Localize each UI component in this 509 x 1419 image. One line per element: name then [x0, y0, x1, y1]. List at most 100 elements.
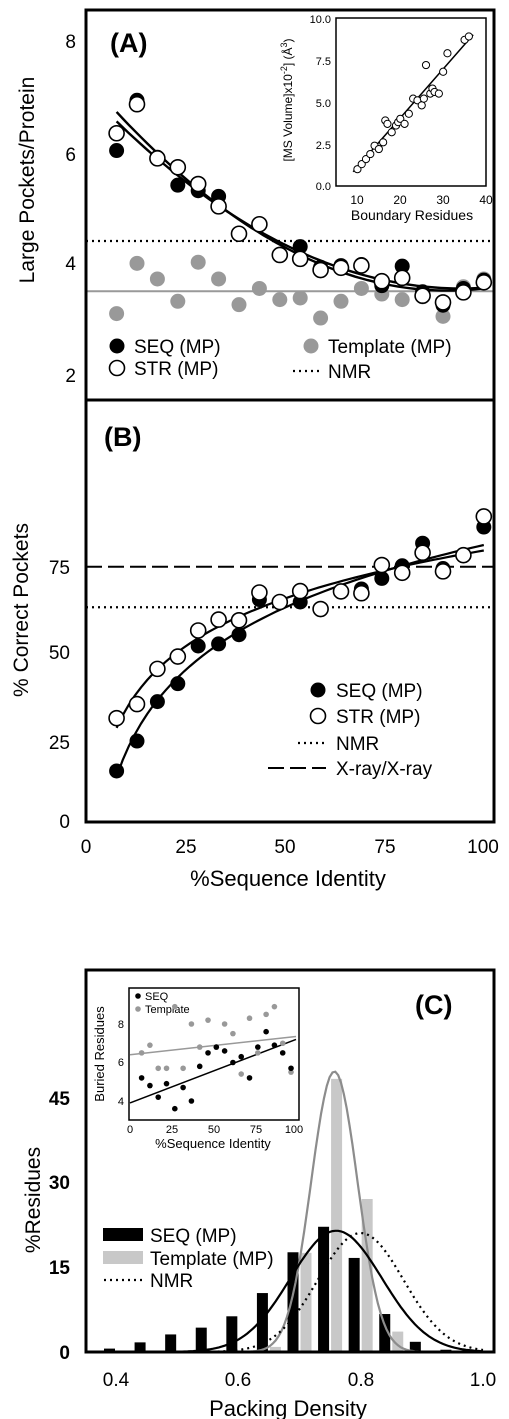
inset-c-seq-point: [196, 1063, 203, 1070]
panel-b-ytick-50: 50: [49, 643, 70, 664]
str-point: [210, 198, 227, 215]
inset-c-seq-point: [221, 1048, 228, 1054]
inset-c-template-point: [172, 1003, 178, 1010]
legend-b-seq-label: SEQ (MP): [336, 681, 423, 702]
inset-c-template-point: [147, 1042, 153, 1048]
inset-c-seq-point: [188, 1098, 195, 1104]
inset-c-ytick-4: 4: [118, 1096, 124, 1108]
panel-c-ytick-0: 0: [59, 1343, 70, 1364]
seq-point: [170, 676, 186, 692]
str-point: [475, 274, 493, 291]
seq-bar: [226, 1316, 238, 1352]
inset-c-xlabel: %Sequence Identity: [155, 1136, 271, 1151]
template-point: [292, 290, 308, 306]
panel-c-xtick-0.6: 0.6: [225, 1370, 251, 1391]
str-point: [353, 584, 370, 602]
inset-c-template-point: [271, 1003, 278, 1010]
inset-a-point: [443, 49, 452, 58]
inset-a-xtick-10: 10: [350, 193, 364, 207]
panel-a-ytick-6: 6: [65, 145, 76, 166]
inset-a-ytick-7.5: 7.5: [316, 56, 331, 68]
panel-b-ylabel: % Correct Pockets: [10, 523, 33, 697]
panel-c-ytick-15: 15: [49, 1258, 71, 1279]
inset-a-xtick-20: 20: [393, 193, 407, 207]
str-point: [271, 246, 289, 264]
seq-bar: [318, 1226, 330, 1352]
inset-c-template-point: [288, 1069, 294, 1075]
template-point: [190, 254, 206, 270]
panel-b: (B) % Correct Pockets 0 25 50 75 0 25 50…: [10, 398, 499, 891]
inset-c-template-point: [238, 1071, 245, 1077]
legend-b-str-marker: [309, 707, 327, 725]
str-point: [353, 257, 370, 274]
panel-a-ytick-4: 4: [65, 254, 76, 275]
inset-c-seq-fit-line: [129, 1038, 297, 1104]
str-point: [169, 648, 187, 665]
panel-c-label: (C): [415, 990, 452, 1020]
panel-c-inset: Buried Residues 8 6 4 0 25 50 75 100 %Se…: [92, 987, 303, 1151]
template-point: [333, 293, 349, 309]
inset-a-xtick-30: 30: [436, 193, 450, 207]
str-point: [475, 508, 493, 525]
inset-c-seq-point: [213, 1044, 220, 1050]
legend-c-nmr-label: NMR: [150, 1271, 193, 1292]
str-fit-curve: [115, 549, 484, 729]
str-point: [210, 611, 227, 628]
inset-c-seq-point: [263, 1028, 269, 1035]
panel-b-label: (B): [104, 422, 141, 452]
inset-c-legend-seq-marker: [135, 993, 141, 999]
panel-b-markers: [108, 508, 493, 779]
panel-c-xtick-0.8: 0.8: [348, 1370, 374, 1391]
panel-c-ytick-45: 45: [49, 1089, 71, 1110]
panel-a-ylabel: Large Pockets/Protein: [16, 77, 39, 284]
str-point: [149, 660, 166, 678]
template-point: [394, 292, 410, 308]
legend-seq-label: SEQ (MP): [134, 337, 221, 358]
legend-c-seq-swatch: [103, 1228, 143, 1241]
template-bar: [361, 1199, 373, 1352]
inset-c-ytick-6: 6: [118, 1057, 124, 1069]
str-point: [189, 175, 207, 193]
str-point: [149, 150, 166, 167]
str-point: [108, 124, 125, 142]
seq-point: [109, 763, 125, 779]
panel-c-frame: [84, 968, 496, 1354]
str-point: [414, 287, 431, 305]
inset-c-ylabel: Buried Residues: [92, 1006, 107, 1102]
template-point: [435, 308, 451, 324]
inset-c-seq-point: [271, 1042, 278, 1048]
panel-a-ytick-2: 2: [65, 366, 76, 387]
legend-str-marker: [108, 359, 126, 377]
panel-b-ytick-0: 0: [59, 812, 70, 833]
str-point: [414, 544, 431, 562]
seq-point: [170, 177, 186, 193]
legend-b-str-label: STR (MP): [336, 707, 420, 728]
panel-b-frame: [84, 398, 496, 824]
seq-bar: [287, 1252, 299, 1352]
nmr-fit-curve: [85, 1231, 484, 1354]
inset-a-point: [374, 144, 383, 154]
panel-c-ytick-30: 30: [49, 1173, 70, 1194]
panel-b-xlabel: %Sequence Identity: [190, 866, 386, 891]
inset-a-point: [379, 138, 388, 147]
panel-b-xtick-75: 75: [374, 837, 395, 858]
inset-c-ytick-8: 8: [118, 1019, 124, 1031]
inset-c-seq-point: [238, 1053, 245, 1060]
template-point: [272, 292, 288, 308]
legend-b-xray-label: X-ray/X-ray: [336, 759, 433, 780]
seq-bar: [348, 1257, 360, 1352]
inset-c-template-point: [163, 1065, 170, 1072]
panel-b-xtick-25: 25: [175, 837, 196, 858]
seq-bar: [195, 1327, 207, 1352]
seq-point: [149, 694, 165, 710]
inset-c-template-fit-line: [129, 1035, 297, 1056]
inset-c-template-point: [263, 1011, 269, 1018]
str-point: [291, 250, 309, 268]
seq-point: [129, 733, 145, 749]
legend-template-marker: [303, 338, 319, 354]
legend-template-label: Template (MP): [328, 337, 452, 358]
panel-c-ylabel: %Residues: [22, 1147, 45, 1253]
str-point: [169, 159, 187, 176]
legend-b-nmr-label: NMR: [336, 734, 379, 755]
seq-bar: [409, 1341, 421, 1352]
